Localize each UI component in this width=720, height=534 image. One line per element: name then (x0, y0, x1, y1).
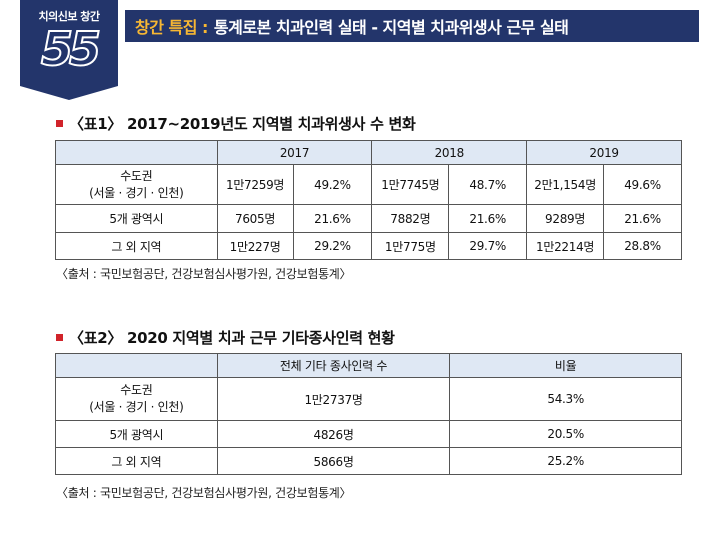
badge-label: 치의신보 창간 (20, 8, 118, 24)
table2-header-row: 전체 기타 종사인력 수 비율 (55, 353, 682, 378)
count-cell: 1만2737명 (216, 377, 451, 421)
table2-header-count: 전체 기타 종사인력 수 (216, 353, 451, 378)
badge-label-publication: 치의신보 (38, 10, 77, 23)
count-cell: 1만2214명 (526, 232, 605, 260)
region-name: 수도권 (120, 383, 153, 397)
ratio-cell: 21.6% (448, 204, 528, 233)
table2: 전체 기타 종사인력 수 비율 수도권 (서울 · 경기 · 인천) 1만273… (55, 353, 682, 475)
count-cell: 1만7745명 (371, 164, 450, 205)
count-cell: 1만7259명 (216, 164, 294, 205)
table-row: 5개 광역시 4826명 20.5% (55, 420, 682, 448)
header-accent: 창간 특집 : (135, 18, 208, 37)
table1-year-header: 2018 (371, 140, 528, 165)
ratio-cell: 49.2% (292, 164, 373, 205)
region-cell: 수도권 (서울 · 경기 · 인천) (55, 164, 218, 205)
table-row: 수도권 (서울 · 경기 · 인천) 1만2737명 54.3% (55, 377, 682, 421)
region-detail: (서울 · 경기 · 인천) (89, 185, 184, 200)
table1-header-row: 2017 2018 2019 (55, 140, 682, 165)
region-cell: 그 외 지역 (55, 447, 218, 475)
table2-source: 〈출처 : 국민보험공단, 건강보험심사평가원, 건강보험통계〉 (56, 486, 352, 500)
table2-header-ratio: 비율 (449, 353, 682, 378)
count-cell: 5866명 (216, 447, 451, 475)
count-cell: 1만775명 (371, 232, 450, 260)
red-square-bullet-icon (56, 334, 63, 341)
badge-label-anniversary: 창간 (80, 10, 100, 23)
table2-header-corner (55, 353, 218, 378)
count-cell: 2만1,154명 (526, 164, 605, 205)
table-row: 그 외 지역 5866명 25.2% (55, 447, 682, 475)
ratio-cell: 20.5% (449, 420, 682, 448)
ratio-cell: 49.6% (603, 164, 682, 205)
region-cell: 그 외 지역 (55, 232, 218, 260)
ratio-cell: 28.8% (603, 232, 682, 260)
count-cell: 9289명 (526, 204, 605, 233)
page-header: 창간 특집 : 통계로본 치과인력 실태 - 지역별 치과위생사 근무 실태 (125, 10, 699, 42)
table1-source: 〈출처 : 국민보험공단, 건강보험심사평가원, 건강보험통계〉 (56, 267, 352, 281)
count-cell: 1만227명 (216, 232, 294, 260)
region-detail: (서울 · 경기 · 인천) (89, 400, 184, 414)
region-cell: 5개 광역시 (55, 204, 218, 233)
ratio-cell: 29.7% (448, 232, 528, 260)
table2-title: 〈표2〉 2020 지역별 치과 근무 기타종사인력 현황 (56, 327, 395, 348)
ratio-cell: 48.7% (448, 164, 528, 205)
count-cell: 7605명 (216, 204, 294, 233)
header-title: 통계로본 치과인력 실태 - 지역별 치과위생사 근무 실태 (213, 18, 569, 37)
anniversary-badge: 치의신보 창간 55 (20, 0, 118, 100)
table-row: 수도권 (서울 · 경기 · 인천) 1만7259명 49.2% 1만7745명… (55, 164, 682, 205)
ratio-cell: 21.6% (603, 204, 682, 233)
table1-header-corner (55, 140, 218, 165)
region-name: 수도권 (120, 168, 153, 183)
table1-year-header: 2017 (216, 140, 373, 165)
table1-year-header: 2019 (526, 140, 682, 165)
region-cell: 5개 광역시 (55, 420, 218, 448)
table2-title-text: 〈표2〉 2020 지역별 치과 근무 기타종사인력 현황 (69, 329, 395, 347)
badge-number: 55 (40, 21, 102, 77)
table-row: 그 외 지역 1만227명 29.2% 1만775명 29.7% 1만2214명… (55, 232, 682, 260)
ratio-cell: 29.2% (292, 232, 373, 260)
count-cell: 7882명 (371, 204, 450, 233)
table-row: 5개 광역시 7605명 21.6% 7882명 21.6% 9289명 21.… (55, 204, 682, 233)
ratio-cell: 21.6% (292, 204, 373, 233)
count-cell: 4826명 (216, 420, 451, 448)
table1-title: 〈표1〉 2017~2019년도 지역별 치과위생사 수 변화 (56, 113, 416, 134)
ratio-cell: 54.3% (449, 377, 682, 421)
red-square-bullet-icon (56, 120, 63, 127)
region-cell: 수도권 (서울 · 경기 · 인천) (55, 377, 218, 421)
ratio-cell: 25.2% (449, 447, 682, 475)
table1-title-text: 〈표1〉 2017~2019년도 지역별 치과위생사 수 변화 (69, 115, 416, 133)
table1: 2017 2018 2019 수도권 (서울 · 경기 · 인천) 1만7259… (55, 140, 682, 260)
